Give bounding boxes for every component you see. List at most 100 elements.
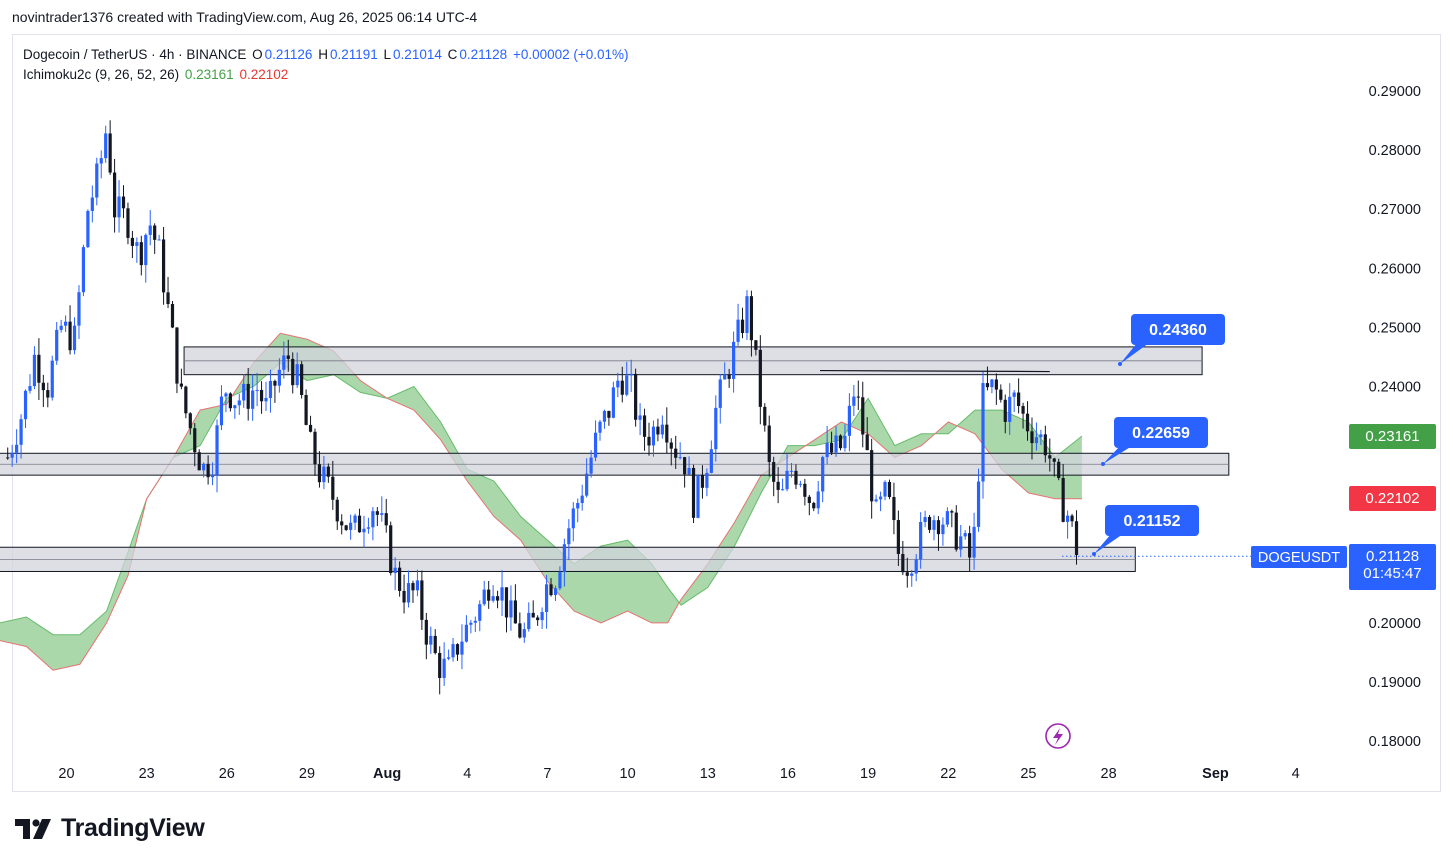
annotation-lines: [820, 369, 1345, 557]
candle-body: [794, 470, 798, 485]
misc-icons: [1045, 723, 1071, 749]
candle-body: [55, 329, 59, 361]
callout-box-0.22659[interactable]: [1114, 417, 1208, 448]
candle-body: [990, 379, 994, 388]
candle-body: [914, 559, 918, 574]
callout-box-0.24360[interactable]: [1131, 314, 1225, 345]
span-a-price-tag[interactable]: [1349, 424, 1436, 449]
candle-body: [892, 497, 896, 521]
candle-body: [852, 396, 856, 406]
y-tick-label: 0.26000: [1369, 261, 1421, 277]
candle-body: [700, 475, 705, 488]
callout-box-0.21152[interactable]: [1105, 505, 1199, 536]
candle-body: [1025, 413, 1030, 432]
candle-body: [210, 475, 215, 478]
candle-body: [531, 612, 535, 618]
candle-body: [433, 635, 437, 653]
candle-body: [28, 386, 32, 391]
candle-body: [963, 533, 967, 537]
callout-pointer-0.21152: [1094, 534, 1123, 554]
candle-body: [500, 587, 504, 601]
candle-body: [286, 355, 290, 359]
candle-body: [108, 133, 112, 173]
candle-body: [558, 572, 562, 589]
candle-body: [865, 434, 869, 451]
x-tick-label: 4: [463, 766, 471, 782]
candle-body: [366, 527, 371, 529]
candle-body: [32, 354, 37, 387]
candle-body: [322, 466, 326, 483]
candle-body: [59, 325, 63, 330]
chart-frame[interactable]: [12, 34, 1441, 792]
indicator-name[interactable]: Ichimoku2c (9, 26, 52, 26): [23, 67, 180, 82]
candle-body: [389, 525, 393, 574]
tradingview-logo[interactable]: TradingView: [15, 814, 205, 843]
candle-body: [602, 410, 607, 422]
resistance-trendline[interactable]: [820, 369, 1050, 373]
x-tick-label: 29: [299, 766, 315, 782]
candle-body: [714, 407, 718, 450]
candle-body: [446, 657, 451, 659]
candle-body: [487, 589, 491, 601]
symbol-tag[interactable]: [1251, 546, 1347, 568]
candle-body: [709, 449, 713, 473]
candle-body: [144, 234, 148, 266]
candle-body: [856, 396, 860, 398]
candle-body: [696, 475, 700, 518]
candle-body: [829, 442, 834, 453]
candle-body: [41, 382, 45, 391]
candle-body: [678, 457, 682, 459]
x-tick-label: 20: [58, 766, 74, 782]
candle-body: [295, 364, 299, 386]
candle-body: [77, 292, 81, 326]
candle-body: [642, 415, 647, 437]
candle-body: [544, 584, 549, 613]
candle-body: [175, 327, 179, 384]
candle-body: [206, 463, 210, 478]
callout-pointer-0.24360: [1120, 343, 1149, 364]
candle-body: [883, 481, 887, 497]
y-tick-label: 0.18000: [1369, 734, 1421, 750]
candle-body: [522, 629, 526, 638]
candle-body: [473, 620, 477, 623]
candle-body: [344, 525, 348, 530]
candle-body: [491, 596, 495, 601]
candle-body: [749, 296, 754, 341]
candle-body: [420, 580, 424, 620]
symbol-name[interactable]: Dogecoin / TetherUS · 4h · BINANCE: [23, 47, 247, 62]
candle-body: [723, 374, 727, 380]
x-tick-label: Aug: [373, 766, 401, 782]
candle-body: [585, 473, 589, 496]
candle-body: [148, 225, 152, 235]
last-price-tag[interactable]: [1349, 544, 1436, 590]
candle-body: [313, 431, 317, 465]
candle-body: [304, 395, 308, 425]
candle-body: [215, 425, 219, 476]
candle-body: [607, 410, 611, 418]
candle-body: [335, 499, 339, 522]
candle-body: [665, 424, 669, 443]
y-tick-label: 0.29000: [1369, 84, 1421, 100]
candle-body: [571, 508, 575, 529]
high-label: H: [318, 47, 328, 62]
candle-body: [166, 292, 170, 304]
candle-body: [15, 444, 19, 453]
candle-body: [81, 247, 86, 293]
candle-body: [99, 158, 103, 164]
candle-body: [758, 349, 762, 407]
y-tick-label: 0.28000: [1369, 143, 1421, 159]
candle-body: [19, 419, 23, 445]
candle-body: [139, 242, 143, 266]
close-value: 0.21128: [459, 47, 508, 62]
span-b-price-tag[interactable]: [1349, 486, 1436, 511]
candle-body: [950, 511, 954, 513]
indicator-row: Ichimoku2c (9, 26, 52, 26) 0.23161 0.221…: [23, 65, 631, 85]
candle-body: [197, 452, 201, 471]
candle-body: [919, 521, 923, 560]
price-callouts: 0.24360 0.22659 0.21152: [1092, 314, 1225, 556]
candle-body: [291, 358, 295, 386]
candle-body: [776, 481, 780, 490]
candle-body: [589, 457, 593, 474]
candle-body: [598, 421, 602, 433]
